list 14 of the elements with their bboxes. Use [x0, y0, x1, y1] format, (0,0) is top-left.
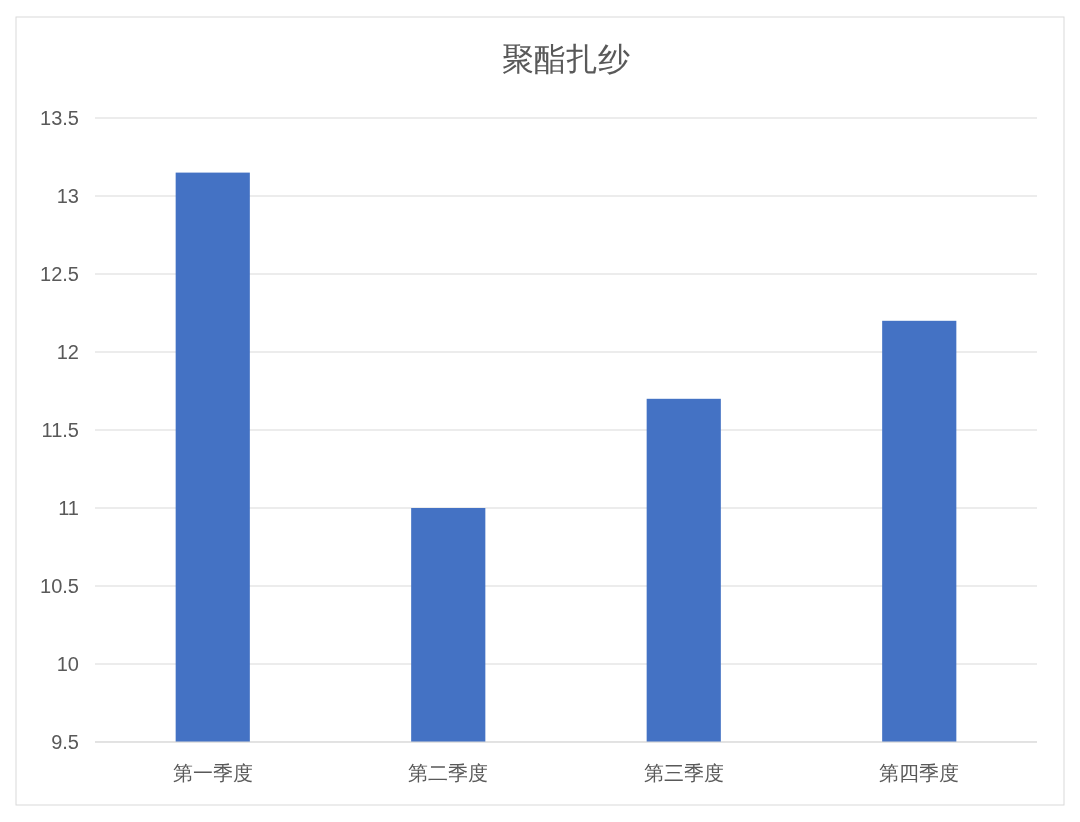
y-tick-label: 11.5 [41, 419, 79, 441]
y-tick-label: 10 [56, 653, 79, 675]
y-tick-label: 11 [58, 497, 79, 519]
x-tick-label: 第三季度 [643, 762, 724, 784]
y-tick-label: 10.5 [40, 575, 79, 597]
y-tick-label: 9.5 [51, 731, 79, 753]
x-tick-label: 第二季度 [408, 762, 489, 784]
x-tick-label: 第一季度 [172, 762, 253, 784]
y-tick-label: 12.5 [40, 263, 79, 285]
chart-title: 聚酯扎纱 [502, 41, 630, 77]
y-tick-label: 13 [56, 185, 79, 207]
x-tick-label: 第四季度 [879, 762, 960, 784]
y-tick-label: 13.5 [40, 107, 79, 129]
y-tick-label: 12 [56, 341, 79, 363]
